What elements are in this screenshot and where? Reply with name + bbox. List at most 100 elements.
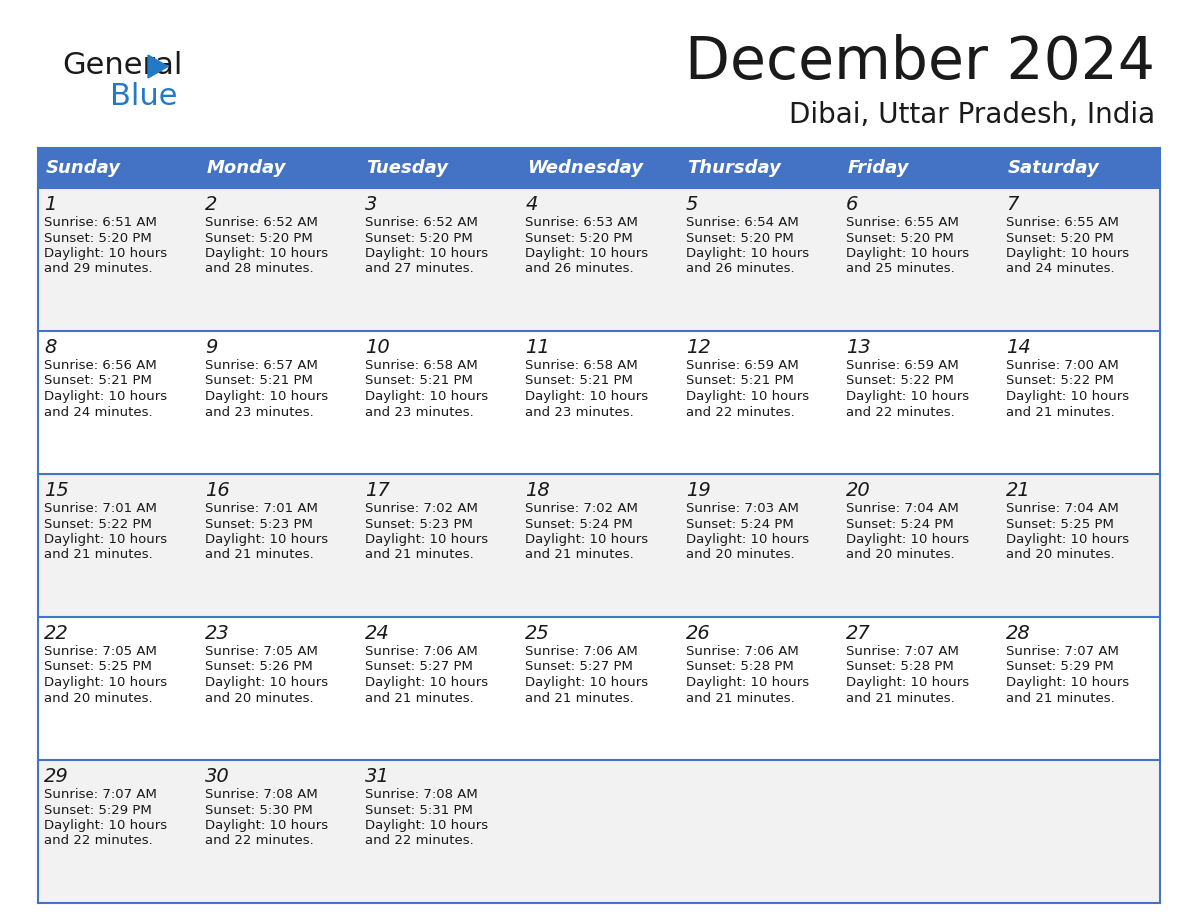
Text: Sunrise: 7:05 AM: Sunrise: 7:05 AM [204,645,317,658]
Text: and 22 minutes.: and 22 minutes. [44,834,153,847]
Text: and 21 minutes.: and 21 minutes. [525,691,634,704]
Text: Sunrise: 7:06 AM: Sunrise: 7:06 AM [685,645,798,658]
Text: Sunset: 5:21 PM: Sunset: 5:21 PM [204,375,312,387]
Text: and 20 minutes.: and 20 minutes. [685,548,795,562]
Text: and 21 minutes.: and 21 minutes. [365,691,474,704]
Polygon shape [148,55,168,78]
Text: Sunrise: 7:08 AM: Sunrise: 7:08 AM [204,788,317,801]
Text: 8: 8 [44,338,57,357]
Text: 17: 17 [365,481,390,500]
Text: 1: 1 [44,195,57,214]
Text: Sunrise: 7:07 AM: Sunrise: 7:07 AM [44,788,157,801]
Text: Sunset: 5:20 PM: Sunset: 5:20 PM [204,231,312,244]
Text: 16: 16 [204,481,229,500]
Text: 24: 24 [365,624,390,643]
Text: Sunrise: 6:59 AM: Sunrise: 6:59 AM [685,359,798,372]
Text: 9: 9 [204,338,217,357]
Text: Thursday: Thursday [687,159,781,177]
Text: 2: 2 [204,195,217,214]
Text: Sunrise: 6:58 AM: Sunrise: 6:58 AM [525,359,638,372]
Text: and 23 minutes.: and 23 minutes. [204,406,314,419]
Text: 22: 22 [44,624,69,643]
Text: Sunrise: 6:53 AM: Sunrise: 6:53 AM [525,216,638,229]
Text: and 21 minutes.: and 21 minutes. [685,691,795,704]
Bar [38,188,1159,331]
Text: Sunset: 5:28 PM: Sunset: 5:28 PM [846,660,954,674]
Text: and 26 minutes.: and 26 minutes. [525,263,634,275]
Bar [38,617,1159,760]
Text: 31: 31 [365,767,390,786]
Text: and 21 minutes.: and 21 minutes. [1006,406,1114,419]
Text: Daylight: 10 hours: Daylight: 10 hours [365,390,488,403]
Text: 15: 15 [44,481,69,500]
Text: Sunrise: 6:52 AM: Sunrise: 6:52 AM [204,216,317,229]
Text: Sunrise: 7:02 AM: Sunrise: 7:02 AM [525,502,638,515]
Text: 25: 25 [525,624,550,643]
Text: Dibai, Uttar Pradesh, India: Dibai, Uttar Pradesh, India [789,101,1155,129]
Text: 29: 29 [44,767,69,786]
Text: Sunrise: 7:02 AM: Sunrise: 7:02 AM [365,502,478,515]
Text: Sunset: 5:28 PM: Sunset: 5:28 PM [685,660,794,674]
Text: Sunrise: 7:07 AM: Sunrise: 7:07 AM [846,645,959,658]
Text: 13: 13 [846,338,871,357]
Text: Sunrise: 6:59 AM: Sunrise: 6:59 AM [846,359,959,372]
Text: 6: 6 [846,195,858,214]
Text: Daylight: 10 hours: Daylight: 10 hours [204,247,328,260]
Text: Sunset: 5:24 PM: Sunset: 5:24 PM [685,518,794,531]
Text: 23: 23 [204,624,229,643]
Text: Daylight: 10 hours: Daylight: 10 hours [44,247,168,260]
Text: Sunset: 5:22 PM: Sunset: 5:22 PM [1006,375,1114,387]
Text: and 22 minutes.: and 22 minutes. [204,834,314,847]
Text: Friday: Friday [847,159,909,177]
Text: Daylight: 10 hours: Daylight: 10 hours [44,676,168,689]
Bar [38,474,1159,617]
Text: 26: 26 [685,624,710,643]
Text: and 24 minutes.: and 24 minutes. [1006,263,1114,275]
Text: Sunset: 5:30 PM: Sunset: 5:30 PM [204,803,312,816]
Text: Daylight: 10 hours: Daylight: 10 hours [685,390,809,403]
Text: Daylight: 10 hours: Daylight: 10 hours [44,819,168,832]
Text: and 20 minutes.: and 20 minutes. [204,691,314,704]
Text: and 23 minutes.: and 23 minutes. [525,406,634,419]
Text: 28: 28 [1006,624,1031,643]
Text: Sunset: 5:29 PM: Sunset: 5:29 PM [44,803,152,816]
Text: 30: 30 [204,767,229,786]
Text: and 22 minutes.: and 22 minutes. [365,834,474,847]
Text: and 29 minutes.: and 29 minutes. [44,263,153,275]
Text: Sunrise: 7:00 AM: Sunrise: 7:00 AM [1006,359,1119,372]
Text: Daylight: 10 hours: Daylight: 10 hours [1006,247,1130,260]
Text: Daylight: 10 hours: Daylight: 10 hours [525,533,649,546]
Text: Sunrise: 6:57 AM: Sunrise: 6:57 AM [204,359,317,372]
Text: Sunset: 5:27 PM: Sunset: 5:27 PM [525,660,633,674]
Text: and 21 minutes.: and 21 minutes. [1006,691,1114,704]
Text: Sunset: 5:21 PM: Sunset: 5:21 PM [525,375,633,387]
Text: Sunrise: 7:08 AM: Sunrise: 7:08 AM [365,788,478,801]
Text: Sunset: 5:21 PM: Sunset: 5:21 PM [685,375,794,387]
Text: 14: 14 [1006,338,1031,357]
Text: Daylight: 10 hours: Daylight: 10 hours [685,247,809,260]
Text: Sunset: 5:25 PM: Sunset: 5:25 PM [1006,518,1114,531]
Text: Sunrise: 7:06 AM: Sunrise: 7:06 AM [525,645,638,658]
Text: Sunset: 5:22 PM: Sunset: 5:22 PM [846,375,954,387]
Text: Sunset: 5:26 PM: Sunset: 5:26 PM [204,660,312,674]
Text: and 20 minutes.: and 20 minutes. [1006,548,1114,562]
Text: 11: 11 [525,338,550,357]
Text: Sunset: 5:21 PM: Sunset: 5:21 PM [365,375,473,387]
Text: Sunset: 5:22 PM: Sunset: 5:22 PM [44,518,152,531]
Text: General: General [62,50,183,80]
Text: and 21 minutes.: and 21 minutes. [44,548,153,562]
Text: and 21 minutes.: and 21 minutes. [204,548,314,562]
Text: Sunrise: 6:55 AM: Sunrise: 6:55 AM [846,216,959,229]
Text: Saturday: Saturday [1007,159,1099,177]
Text: 4: 4 [525,195,538,214]
Text: Sunset: 5:24 PM: Sunset: 5:24 PM [525,518,633,531]
Text: Daylight: 10 hours: Daylight: 10 hours [365,819,488,832]
Text: 10: 10 [365,338,390,357]
Text: Sunrise: 7:04 AM: Sunrise: 7:04 AM [846,502,959,515]
Text: 7: 7 [1006,195,1018,214]
Text: Daylight: 10 hours: Daylight: 10 hours [44,533,168,546]
Text: and 26 minutes.: and 26 minutes. [685,263,795,275]
Text: Sunrise: 6:51 AM: Sunrise: 6:51 AM [44,216,157,229]
Text: Monday: Monday [207,159,285,177]
Text: and 28 minutes.: and 28 minutes. [204,263,314,275]
